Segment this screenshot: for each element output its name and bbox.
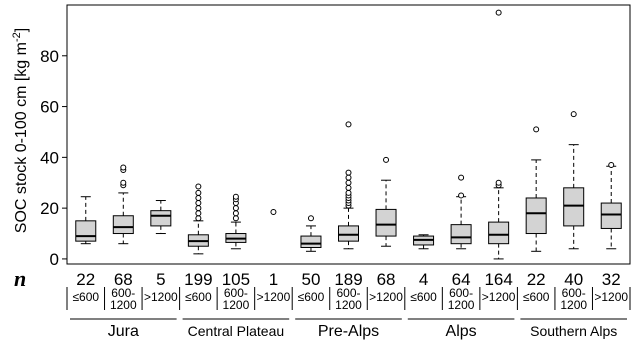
group-label: Jura — [108, 323, 139, 340]
outlier-point — [345, 179, 352, 186]
category-label: 600- — [449, 286, 473, 300]
category-label: 1200 — [223, 298, 250, 312]
n-value: 32 — [602, 270, 621, 289]
y-tick-label: 40 — [40, 148, 59, 167]
n-value: 50 — [302, 270, 321, 289]
category-label: >1200 — [482, 290, 516, 304]
category-label: 1200 — [335, 298, 362, 312]
n-value: 64 — [452, 270, 471, 289]
category-label: ≤600 — [523, 290, 550, 304]
n-value: 4 — [419, 270, 428, 289]
category-label: >1200 — [257, 290, 291, 304]
n-value: 189 — [334, 270, 362, 289]
y-tick-label: 80 — [40, 47, 59, 66]
outlier-point — [195, 194, 202, 201]
n-value: 68 — [114, 270, 133, 289]
category-label: ≤600 — [298, 290, 325, 304]
n-value: 68 — [377, 270, 396, 289]
category-label: >1200 — [594, 290, 628, 304]
box-iqr — [525, 197, 547, 235]
box-iqr — [112, 215, 134, 235]
outlier-point — [533, 126, 540, 133]
y-tick-label: 0 — [50, 250, 59, 269]
outlier-point — [195, 210, 202, 217]
outlier-point — [345, 184, 352, 191]
box-iqr — [563, 187, 585, 227]
box-iqr — [150, 210, 172, 227]
outlier-point — [232, 205, 239, 212]
category-label: ≤600 — [410, 290, 437, 304]
y-axis-label: SOC stock 0-100 cm [kg m-2] — [11, 28, 30, 233]
outlier-point — [270, 208, 277, 215]
outlier-point — [383, 156, 390, 163]
n-value: 5 — [156, 270, 165, 289]
outlier-point — [345, 174, 352, 181]
outlier-point — [495, 179, 502, 186]
outlier-point — [232, 193, 239, 200]
box-iqr — [338, 225, 359, 242]
outlier-point — [608, 161, 615, 168]
category-label: >1200 — [369, 290, 403, 304]
n-value: 22 — [76, 270, 95, 289]
category-label: 600- — [562, 286, 586, 300]
outlier-point — [495, 9, 502, 16]
category-label: 1200 — [560, 298, 587, 312]
box-iqr — [375, 208, 397, 237]
box-iqr — [300, 235, 322, 248]
category-label: 1200 — [448, 298, 475, 312]
group-label: Central Plateau — [188, 323, 285, 339]
category-label: >1200 — [144, 290, 178, 304]
group-label: Pre-Alps — [318, 323, 379, 340]
outlier-point — [195, 200, 202, 207]
outlier-point — [458, 174, 465, 181]
category-label: ≤600 — [185, 290, 212, 304]
outlier-point — [195, 215, 202, 222]
n-value: 1 — [269, 270, 278, 289]
outlier-point — [345, 189, 352, 196]
category-label: ≤600 — [72, 290, 99, 304]
outlier-point — [195, 183, 202, 190]
category-label: 600- — [224, 286, 248, 300]
outlier-point — [195, 205, 202, 212]
box-iqr — [75, 220, 97, 242]
n-value: 199 — [184, 270, 212, 289]
group-label: Alps — [446, 323, 477, 340]
n-value: 164 — [484, 270, 512, 289]
category-label: 600- — [336, 286, 360, 300]
outlier-point — [120, 179, 127, 186]
outlier-point — [345, 169, 352, 176]
box-iqr — [488, 221, 510, 245]
plot-frame — [66, 4, 631, 265]
outlier-point — [120, 164, 127, 171]
group-label: Southern Alps — [530, 323, 617, 339]
outlier-point — [570, 111, 577, 118]
box-iqr — [450, 224, 472, 245]
outlier-point — [195, 189, 202, 196]
category-label: 1200 — [110, 298, 137, 312]
y-tick-label: 20 — [40, 199, 59, 218]
outlier-point — [232, 210, 239, 217]
outlier-point — [345, 121, 352, 128]
y-tick-label: 60 — [40, 98, 59, 117]
n-row-label: n — [14, 266, 26, 291]
n-value: 40 — [564, 270, 583, 289]
n-value: 22 — [527, 270, 546, 289]
category-label: 600- — [111, 286, 135, 300]
outlier-point — [307, 215, 314, 222]
box-iqr — [600, 202, 622, 229]
outlier-point — [232, 215, 239, 222]
outlier-point — [458, 192, 465, 199]
n-value: 105 — [222, 270, 250, 289]
